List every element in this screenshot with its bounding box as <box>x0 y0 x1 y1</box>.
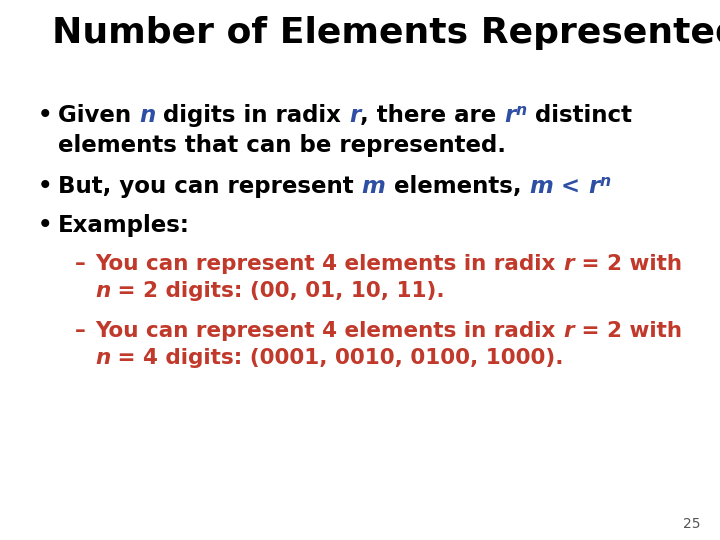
Text: n: n <box>599 173 611 188</box>
Text: •: • <box>38 214 53 237</box>
Text: Examples:: Examples: <box>58 214 190 237</box>
Text: digits in radix: digits in radix <box>156 104 349 127</box>
Text: m: m <box>361 175 385 198</box>
Text: You can represent 4 elements in radix: You can represent 4 elements in radix <box>95 254 563 274</box>
Text: –: – <box>75 254 86 274</box>
Text: But, you can represent: But, you can represent <box>58 175 361 198</box>
Text: = 2 digits: (00, 01, 10, 11).: = 2 digits: (00, 01, 10, 11). <box>110 281 445 301</box>
Text: n: n <box>139 104 156 127</box>
Text: n: n <box>95 348 110 368</box>
Text: You can represent 4 elements in radix: You can represent 4 elements in radix <box>95 321 563 341</box>
Text: elements,: elements, <box>385 175 529 198</box>
Text: n: n <box>95 281 110 301</box>
Text: r: r <box>563 254 574 274</box>
Text: •: • <box>38 104 53 127</box>
Text: •: • <box>38 175 53 198</box>
Text: distinct: distinct <box>527 104 632 127</box>
Text: n: n <box>516 103 527 118</box>
Text: r: r <box>588 175 599 198</box>
Text: r: r <box>563 321 574 341</box>
Text: –: – <box>75 321 86 341</box>
Text: Given: Given <box>58 104 139 127</box>
Text: = 2 with: = 2 with <box>574 321 682 341</box>
Text: elements that can be represented.: elements that can be represented. <box>58 134 506 157</box>
Text: 25: 25 <box>683 517 700 531</box>
Text: , there are: , there are <box>361 104 505 127</box>
Text: = 4 digits: (0001, 0010, 0100, 1000).: = 4 digits: (0001, 0010, 0100, 1000). <box>110 348 564 368</box>
Text: r: r <box>505 104 516 127</box>
Text: <: < <box>553 175 588 198</box>
Text: r: r <box>349 104 361 127</box>
Text: m: m <box>529 175 553 198</box>
Text: Number of Elements Represented: Number of Elements Represented <box>52 16 720 50</box>
Text: = 2 with: = 2 with <box>574 254 682 274</box>
